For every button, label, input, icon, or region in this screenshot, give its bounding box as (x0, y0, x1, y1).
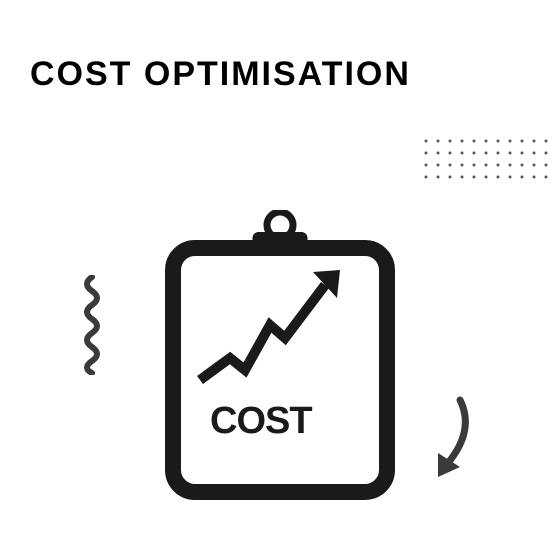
clipboard-icon (165, 210, 395, 500)
dot-grid-decoration (420, 135, 560, 185)
page-title: COST OPTIMISATION (30, 55, 411, 94)
curved-arrow-decoration (420, 395, 480, 485)
squiggle-decoration (80, 275, 105, 375)
clipboard-label: COST (210, 400, 312, 443)
